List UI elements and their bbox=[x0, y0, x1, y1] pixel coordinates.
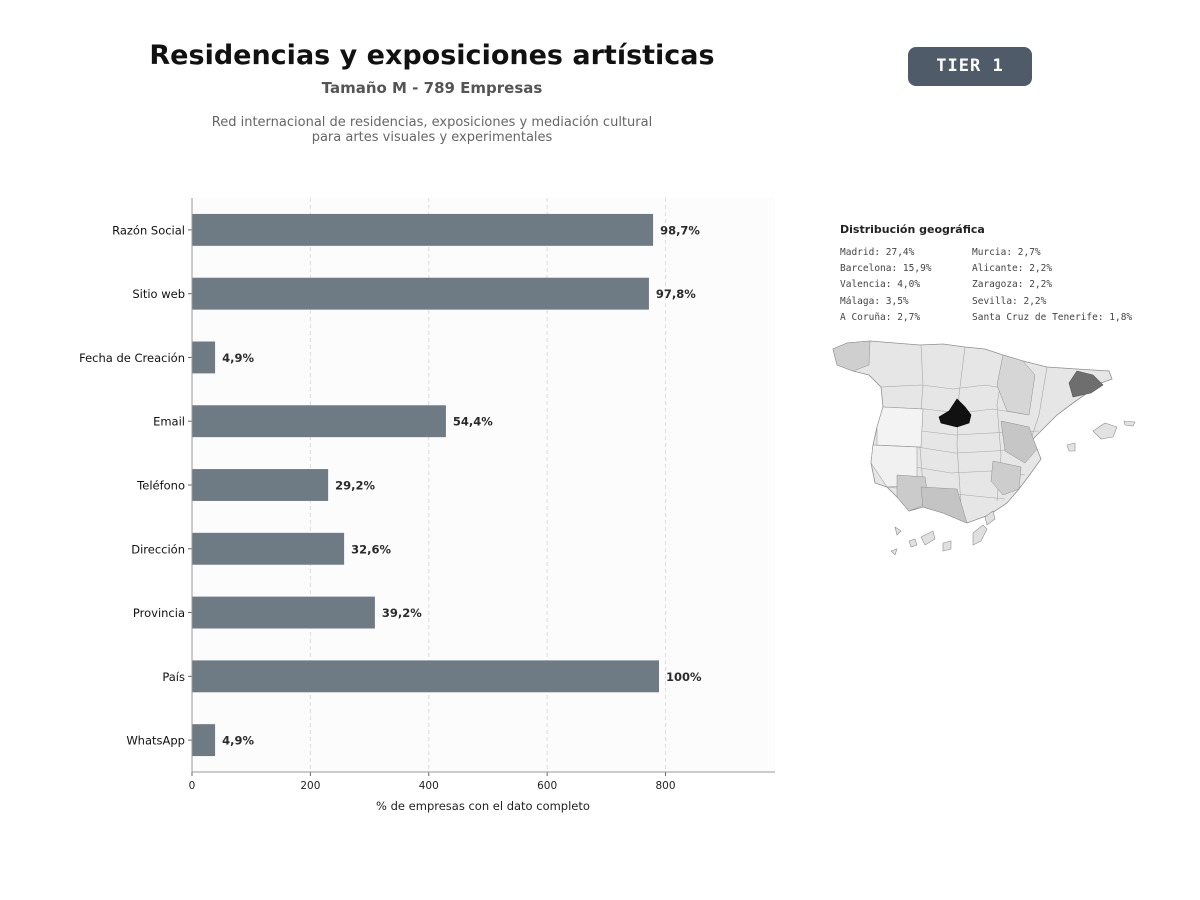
bar-value-label: 54,4% bbox=[453, 415, 493, 429]
geo-title: Distribución geográfica bbox=[840, 223, 985, 236]
geo-item: Málaga: 3,5% bbox=[840, 295, 909, 307]
bar-chart: 98,7% 97,8% 4,9% 54,4% 29,2% 32,6% 39,2% 100% 4,… bbox=[79, 198, 775, 813]
bar-value-label: 4,9% bbox=[222, 351, 254, 365]
geo-list-left: Madrid: 27,4% Barcelona: 15,9% Valencia: 4… bbox=[840, 245, 932, 326]
chart-title: Residencias y exposiciones artísticas bbox=[149, 40, 715, 71]
description-line-2: para artes visuales y experimentales bbox=[311, 130, 553, 145]
geo-item: Alicante: 2,2% bbox=[972, 263, 1053, 275]
category-label: Sitio web bbox=[132, 287, 185, 301]
region-barcelona bbox=[1068, 370, 1104, 398]
region-murcia bbox=[990, 460, 1022, 496]
geo-item: Zaragoza: 2,2% bbox=[972, 279, 1053, 291]
category-label: Provincia bbox=[133, 606, 185, 620]
island-mallorca bbox=[1092, 422, 1118, 440]
bar bbox=[192, 532, 345, 565]
bar-value-label: 98,7% bbox=[660, 223, 700, 237]
category-label: Email bbox=[153, 415, 185, 429]
geo-item: Murcia: 2,7% bbox=[972, 247, 1041, 258]
bar-value-label: 100% bbox=[666, 670, 702, 684]
bars bbox=[192, 213, 659, 757]
category-label: País bbox=[162, 670, 185, 684]
geo-item: A Coruña: 2,7% bbox=[840, 311, 921, 323]
bar-value-label: 32,6% bbox=[351, 542, 391, 556]
region-asturias bbox=[832, 340, 871, 372]
bar-value-label: 4,9% bbox=[222, 734, 254, 748]
region-valencia bbox=[1000, 420, 1038, 464]
bar-value-label: 29,2% bbox=[335, 479, 375, 493]
island-ibiza bbox=[1066, 442, 1076, 452]
bar bbox=[192, 469, 329, 501]
spain-map bbox=[832, 340, 1136, 556]
bar bbox=[192, 660, 659, 693]
bar bbox=[192, 724, 216, 757]
category-label: Razón Social bbox=[112, 223, 185, 237]
region-light-west bbox=[876, 406, 924, 448]
category-label: Fecha de Creación bbox=[79, 351, 185, 365]
data-labels: 98,7% 97,8% 4,9% 54,4% 29,2% 32,6% 39,2% 100% 4,… bbox=[222, 223, 702, 747]
x-ticks: 0 200 400 600 800 bbox=[188, 229, 676, 792]
geo-list-right: Murcia: 2,7% Alicante: 2,2% Zaragoza: 2,2%… bbox=[972, 245, 1132, 326]
geo-item: Valencia: 4,0% bbox=[840, 279, 921, 291]
bar bbox=[192, 341, 216, 374]
tier-badge: TIER 1 bbox=[908, 47, 1032, 86]
bar-value-label: 39,2% bbox=[382, 606, 422, 620]
geo-item: Madrid: 27,4% bbox=[840, 247, 915, 258]
geo-item: Barcelona: 15,9% bbox=[840, 263, 932, 275]
description-line-1: Red internacional de residencias, exposi… bbox=[211, 115, 653, 130]
chart-subtitle: Tamaño M - 789 Empresas bbox=[321, 79, 543, 97]
bar-value-label: 97,8% bbox=[656, 287, 696, 301]
bar bbox=[192, 596, 375, 629]
region-malaga bbox=[920, 486, 968, 524]
bar bbox=[192, 405, 446, 438]
x-tick-label: 600 bbox=[537, 780, 557, 792]
region-andalusia-west bbox=[896, 474, 930, 512]
category-label: Dirección bbox=[131, 542, 185, 556]
geo-item: Sevilla: 2,2% bbox=[972, 295, 1047, 307]
category-label: WhatsApp bbox=[126, 734, 185, 748]
canary-islands bbox=[890, 510, 996, 556]
bar bbox=[192, 277, 649, 310]
region-madrid bbox=[938, 398, 972, 428]
x-axis-label: % de empresas con el dato completo bbox=[376, 799, 590, 813]
x-tick-label: 400 bbox=[419, 780, 439, 792]
region-aragon bbox=[996, 354, 1036, 416]
island-menorca bbox=[1123, 420, 1136, 427]
x-tick-label: 200 bbox=[300, 780, 320, 792]
geo-item: Santa Cruz de Tenerife: 1,8% bbox=[972, 311, 1133, 323]
bar bbox=[192, 213, 654, 246]
category-label: Teléfono bbox=[136, 479, 185, 493]
chart-description: Red internacional de residencias, exposi… bbox=[0, 115, 864, 145]
x-tick-label: 800 bbox=[655, 780, 675, 792]
x-tick-label: 0 bbox=[189, 780, 196, 792]
category-labels: Razón Social Sitio web Fecha de Creación Em… bbox=[79, 223, 185, 747]
